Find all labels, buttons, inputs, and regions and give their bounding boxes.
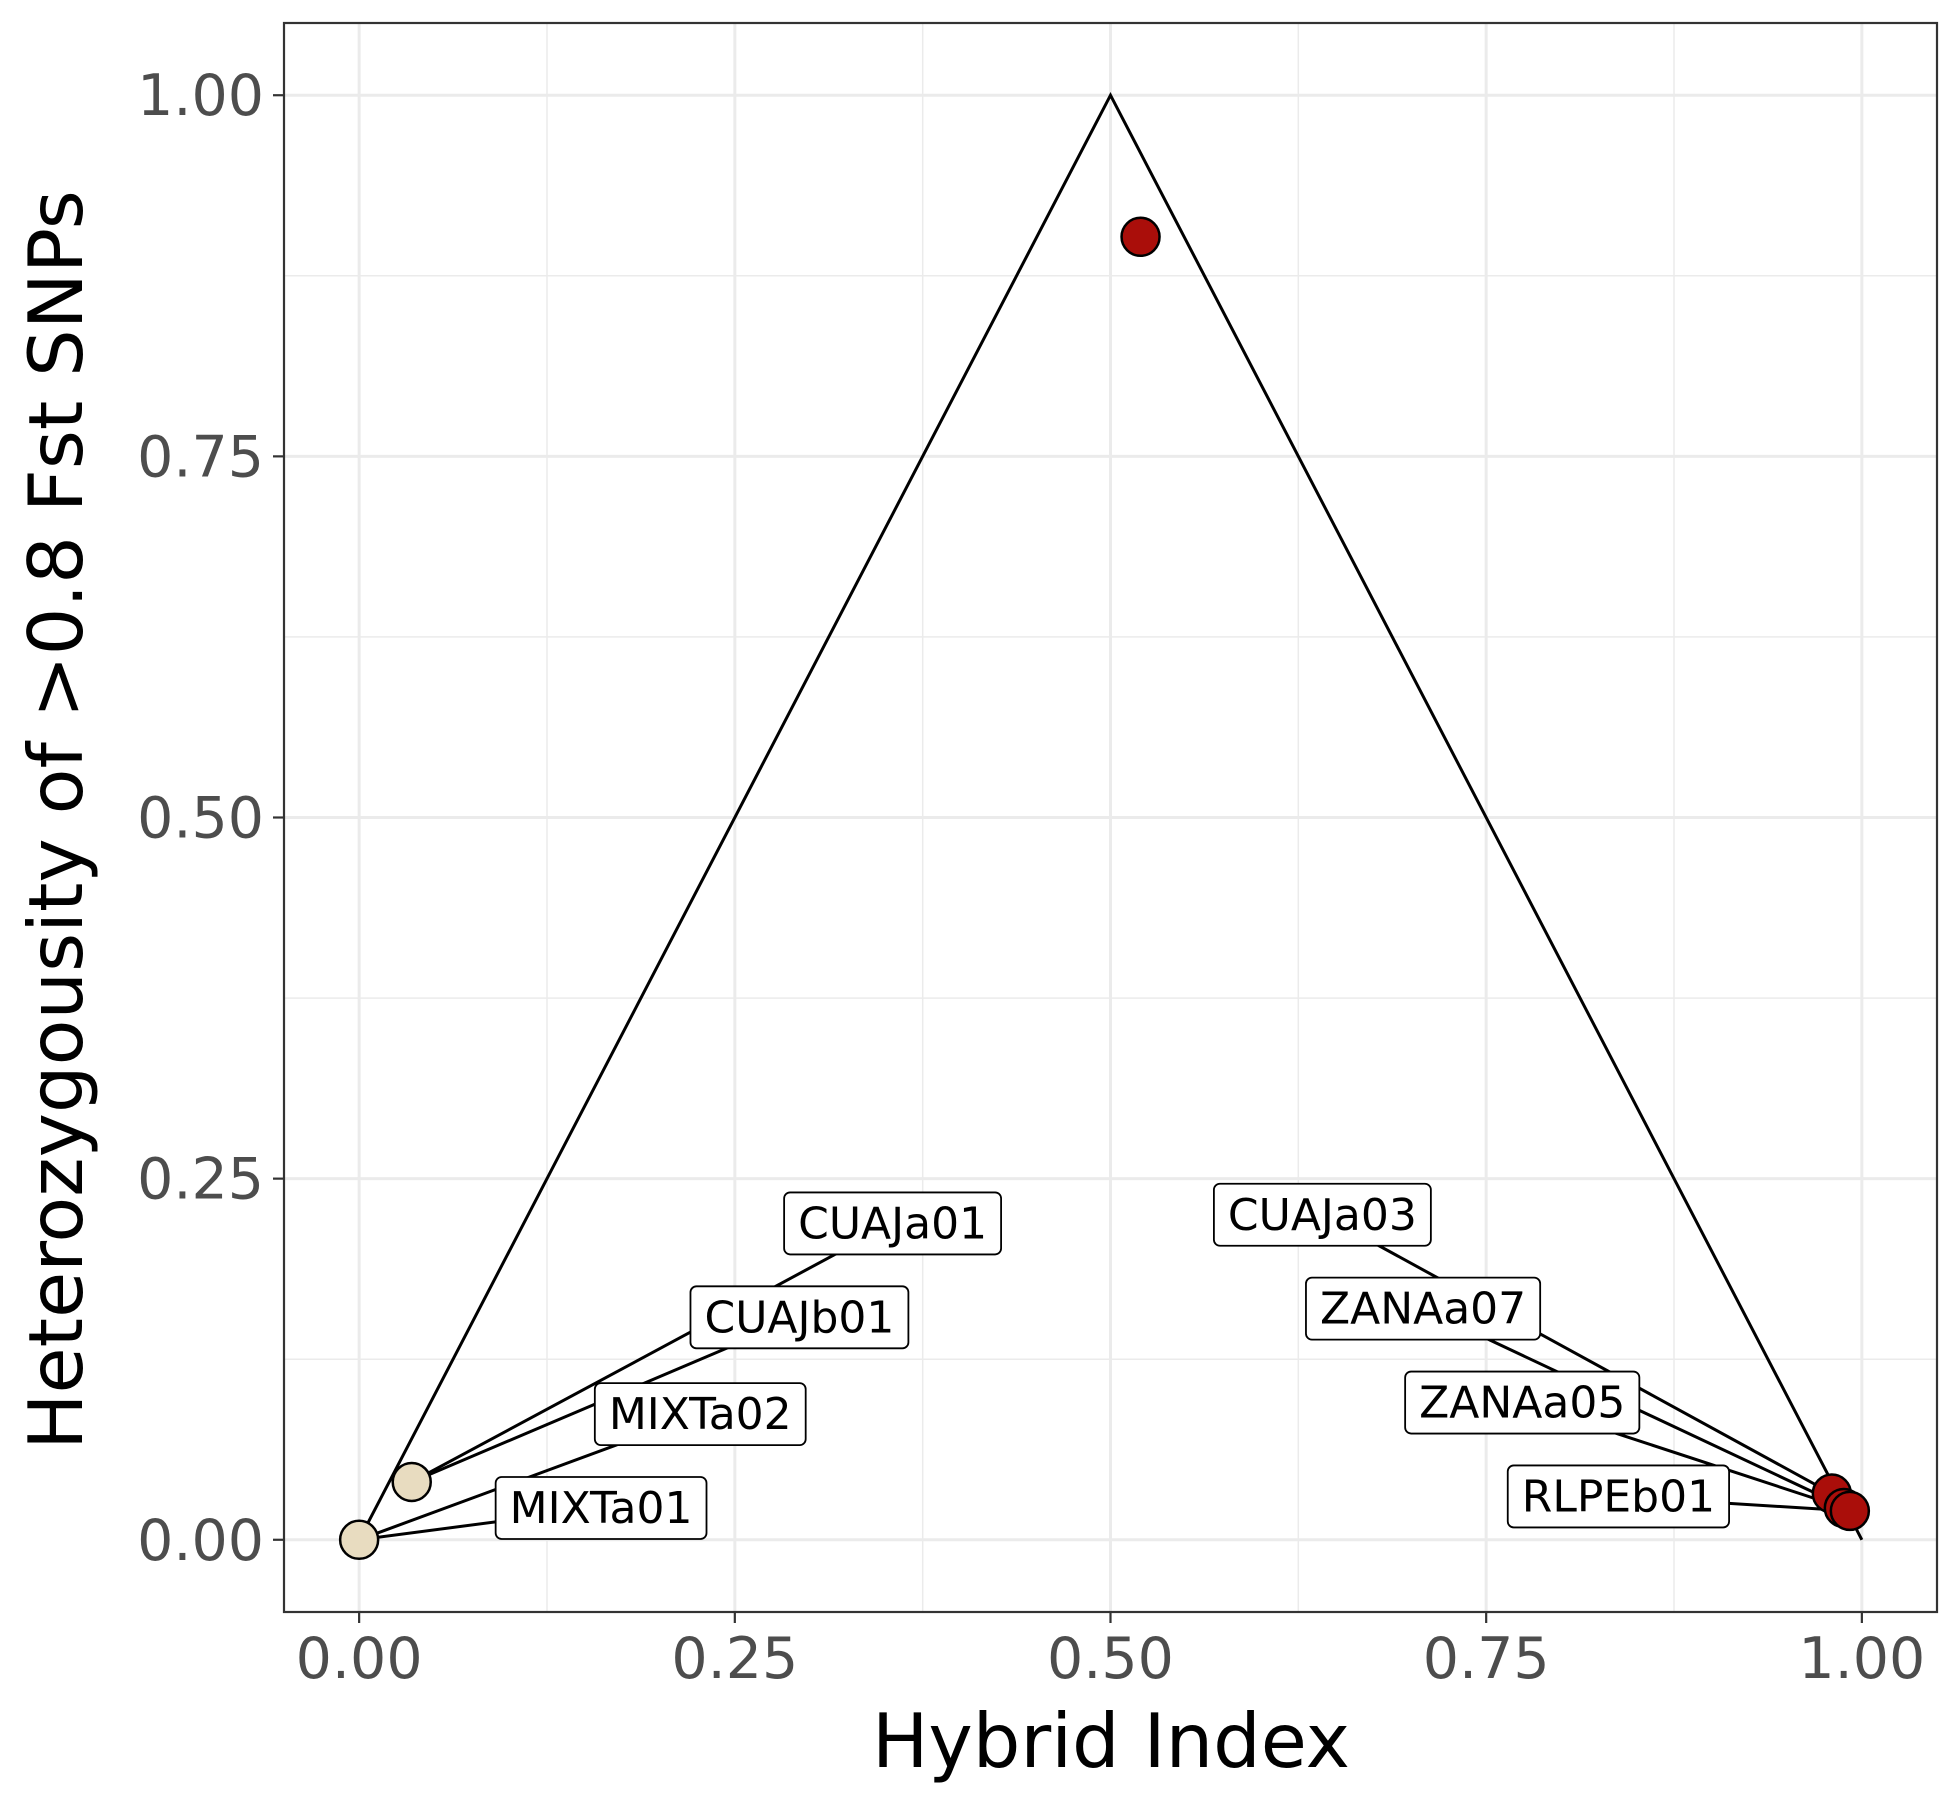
- point-label-box: [593, 1382, 807, 1446]
- y-tick-label: 0.25: [137, 1147, 264, 1213]
- point-label-layer: CUAJa01 CUAJb01 MIXTa02 MIXTa01 CUAJa03 ZANAa…: [494, 1182, 1730, 1540]
- label-connector: [411, 1222, 894, 1484]
- label-connector: [1321, 1213, 1833, 1495]
- point-label: ZANAa05: [1404, 1370, 1641, 1435]
- point-label: CUAJa03: [1213, 1182, 1432, 1247]
- point-label-text: ZANAa05: [1419, 1378, 1625, 1429]
- point-label-text: CUAJa01: [798, 1198, 987, 1249]
- point-label-text: RLPEb01: [1522, 1471, 1715, 1522]
- data-point: [338, 1519, 380, 1561]
- reference-triangle-layer: [357, 91, 1864, 1541]
- y-tick-label: 1.00: [137, 63, 264, 129]
- point-label-text: MIXTa02: [609, 1389, 792, 1440]
- reference-triangle-line: [357, 91, 1864, 1541]
- point-label-box: [783, 1191, 1002, 1256]
- y-axis: 0.00 0.25 0.50 0.75 1.00: [137, 63, 284, 1574]
- point-label: MIXTa01: [494, 1476, 708, 1540]
- data-point: [1829, 1490, 1871, 1532]
- x-tick-label: 0.75: [1423, 1626, 1550, 1692]
- point-label-box: [1404, 1370, 1641, 1435]
- point-label-box: [1305, 1276, 1542, 1341]
- x-tick-label: 0.00: [296, 1626, 423, 1692]
- point-label-text: MIXTa01: [510, 1483, 693, 1534]
- point-label-text: CUAJb01: [704, 1292, 894, 1343]
- x-tick-label: 0.50: [1047, 1626, 1174, 1692]
- point-label: CUAJa01: [783, 1191, 1002, 1256]
- point-label-text: ZANAa07: [1320, 1284, 1526, 1335]
- point-label: ZANAa07: [1305, 1276, 1542, 1341]
- x-tick-label: 1.00: [1798, 1626, 1925, 1692]
- y-tick-label: 0.50: [137, 786, 264, 852]
- point-label: CUAJb01: [689, 1285, 910, 1350]
- data-point-layer: [338, 216, 1871, 1561]
- x-tick-label: 0.25: [671, 1626, 798, 1692]
- y-tick-label: 0.75: [137, 424, 264, 490]
- point-label: MIXTa02: [593, 1382, 807, 1446]
- point-label-box: [1506, 1464, 1730, 1529]
- data-point: [1120, 216, 1161, 258]
- point-label-box: [494, 1476, 708, 1540]
- x-axis: 0.00 0.25 0.50 0.75 1.00: [296, 1612, 1925, 1692]
- y-axis-title: Heterozygousity of >0.8 Fst SNPs: [12, 190, 100, 1450]
- data-point: [391, 1461, 432, 1503]
- x-axis-title: Hybrid Index: [872, 1697, 1350, 1785]
- point-label: RLPEb01: [1506, 1464, 1730, 1529]
- point-label-text: CUAJa03: [1228, 1190, 1417, 1241]
- point-label-box: [1213, 1182, 1432, 1247]
- y-tick-label: 0.00: [137, 1508, 264, 1574]
- point-label-box: [689, 1285, 910, 1350]
